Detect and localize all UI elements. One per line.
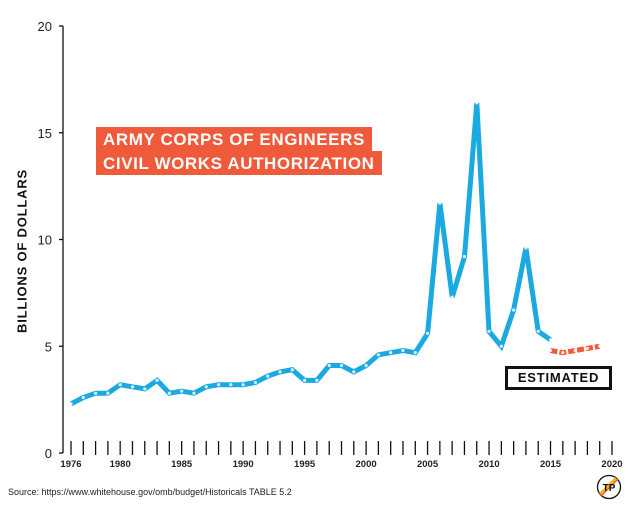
data-point-actual-1986	[192, 391, 196, 395]
data-point-actual-1985	[180, 389, 184, 393]
data-point-actual-1976	[69, 402, 73, 406]
svg-text:TP: TP	[603, 483, 616, 494]
y-axis-label: BILLIONS OF DOLLARS	[14, 169, 30, 333]
y-tick-label-10: 10	[38, 233, 52, 248]
data-point-actual-1999	[352, 370, 356, 374]
data-point-actual-1989	[229, 383, 233, 387]
data-point-actual-2010	[487, 329, 491, 333]
data-point-actual-1977	[81, 395, 85, 400]
data-point-actual-2009	[475, 101, 479, 105]
data-point-actual-1979	[106, 391, 110, 395]
data-point-actual-1980	[118, 383, 122, 387]
data-point-actual-1998	[339, 363, 344, 368]
data-point-actual-1984	[167, 391, 171, 395]
x-tick-label-2020: 2020	[601, 459, 622, 470]
data-point-actual-2005	[425, 331, 430, 336]
x-tick-label-1980: 1980	[110, 459, 131, 470]
data-point-actual-1988	[216, 383, 221, 387]
data-point-estimated-2017	[573, 348, 577, 353]
x-tick-label-1995: 1995	[294, 459, 316, 470]
data-point-actual-2015	[548, 338, 553, 342]
data-point-estimated-2016	[561, 351, 565, 355]
data-point-estimated-2019	[598, 344, 602, 348]
data-point-actual-1990	[241, 383, 245, 387]
data-point-estimated-2015	[548, 348, 553, 353]
data-point-estimated-2018	[585, 346, 590, 350]
data-point-actual-1991	[253, 380, 258, 385]
data-point-actual-1987	[204, 385, 208, 389]
chart-title-line-1: ARMY CORPS OF ENGINEERS	[96, 127, 372, 151]
data-point-actual-1993	[278, 370, 282, 374]
data-point-actual-1978	[93, 391, 98, 395]
data-point-actual-2011	[499, 344, 503, 348]
y-tick-label-0: 0	[45, 446, 52, 461]
data-point-actual-2007	[450, 295, 454, 299]
data-point-actual-2008	[462, 254, 467, 259]
data-point-actual-1982	[143, 387, 147, 391]
data-point-actual-1992	[266, 374, 270, 378]
data-point-actual-1996	[315, 378, 319, 383]
data-point-actual-1995	[303, 378, 307, 383]
x-tick-label-1985: 1985	[171, 459, 193, 470]
data-point-actual-2014	[536, 329, 540, 333]
data-point-actual-2012	[512, 308, 516, 312]
x-tick-label-2000: 2000	[356, 459, 377, 470]
data-point-actual-1983	[155, 378, 159, 383]
x-tick-label-2015: 2015	[540, 459, 562, 470]
data-point-actual-2013	[524, 246, 528, 250]
x-tick-label-1976: 1976	[60, 459, 81, 470]
think-progress-logo-icon: TP	[596, 474, 622, 500]
data-point-actual-2002	[389, 351, 393, 355]
source-note: Source: https://www.whitehouse.gov/omb/b…	[8, 487, 292, 497]
estimated-label: ESTIMATED	[505, 366, 612, 390]
data-point-actual-1997	[327, 363, 331, 368]
data-point-actual-1981	[130, 385, 135, 389]
data-point-actual-2001	[376, 353, 380, 357]
data-point-actual-1994	[290, 368, 294, 372]
data-point-actual-2004	[413, 351, 417, 355]
y-tick-label-15: 15	[38, 126, 52, 141]
x-tick-label-2010: 2010	[478, 459, 499, 470]
chart-title-line-2: CIVIL WORKS AUTHORIZATION	[96, 151, 382, 175]
data-point-actual-2006	[438, 201, 442, 205]
x-tick-label-2005: 2005	[417, 459, 439, 470]
data-point-actual-2003	[401, 348, 405, 353]
data-point-actual-2000	[364, 363, 368, 368]
y-tick-label-20: 20	[38, 19, 52, 34]
x-tick-label-1990: 1990	[233, 459, 254, 470]
series-line-actual	[69, 102, 552, 407]
y-tick-label-5: 5	[45, 339, 52, 354]
